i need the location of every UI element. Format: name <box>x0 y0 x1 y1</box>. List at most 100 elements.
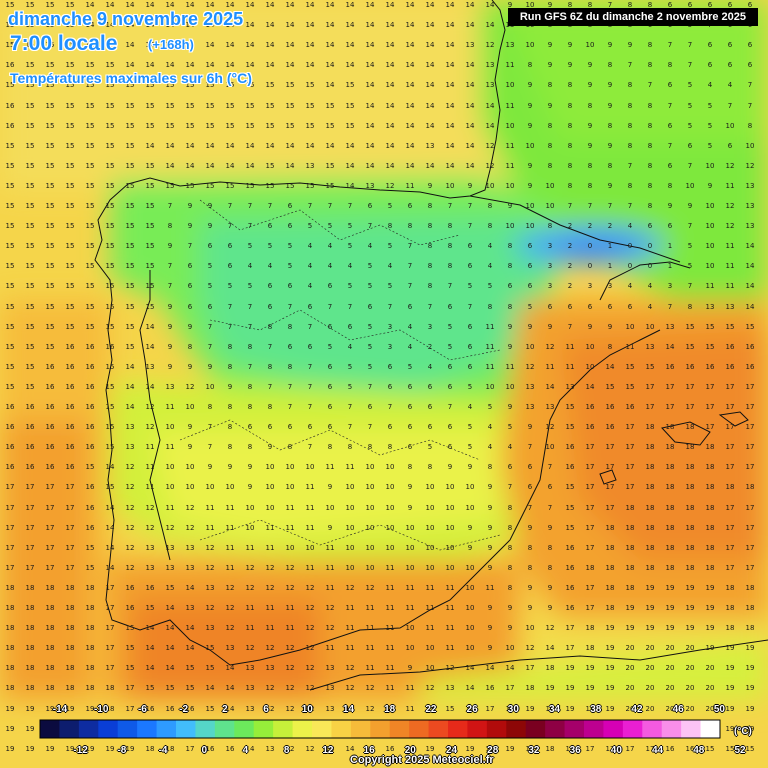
grid-value: 9 <box>167 362 173 371</box>
grid-value: 16 <box>165 704 175 713</box>
grid-value: 15 <box>685 342 695 351</box>
grid-value: 2 <box>587 222 593 231</box>
grid-value: 17 <box>745 403 755 411</box>
grid-value: 8 <box>527 61 533 70</box>
grid-value: 16 <box>5 423 15 432</box>
grid-value: 12 <box>725 222 735 231</box>
grid-value: 4 <box>407 322 413 331</box>
grid-value: 6 <box>327 362 333 371</box>
grid-value: 10 <box>685 181 695 190</box>
grid-value: 19 <box>5 724 15 733</box>
grid-value: 11 <box>345 644 355 653</box>
legend-label-bottom: 8 <box>283 745 290 756</box>
grid-value: 10 <box>485 382 495 391</box>
legend-unit: (°C) <box>734 726 752 737</box>
grid-value: 19 <box>505 704 515 713</box>
grid-value: 16 <box>65 342 75 351</box>
grid-value: 7 <box>287 302 293 311</box>
grid-value: 16 <box>625 403 635 411</box>
grid-value: 15 <box>225 181 235 190</box>
grid-value: 14 <box>245 21 255 30</box>
grid-value: 17 <box>745 463 755 472</box>
grid-value: 4 <box>467 403 473 411</box>
grid-value: 12 <box>225 604 235 612</box>
grid-value: 4 <box>647 302 653 311</box>
grid-value: 8 <box>247 403 253 411</box>
grid-value: 14 <box>145 61 155 70</box>
grid-value: 8 <box>227 362 233 371</box>
grid-value: 15 <box>145 282 155 291</box>
grid-value: 6 <box>747 61 753 70</box>
grid-value: 14 <box>485 21 495 30</box>
grid-value: 19 <box>585 684 595 693</box>
grid-value: 5 <box>687 242 693 251</box>
grid-value: 8 <box>547 141 553 150</box>
grid-value: 20 <box>705 664 715 673</box>
grid-value: 14 <box>145 664 155 673</box>
grid-value: 18 <box>25 684 35 693</box>
grid-value: 7 <box>347 403 353 411</box>
grid-value: 11 <box>165 443 175 452</box>
grid-value: 12 <box>265 583 275 592</box>
grid-value: 7 <box>367 423 373 432</box>
grid-value: 8 <box>567 181 573 190</box>
grid-value: 16 <box>85 443 95 452</box>
grid-value: 7 <box>187 242 193 251</box>
grid-value: 17 <box>105 604 115 612</box>
legend-swatch <box>78 720 99 738</box>
grid-value: 17 <box>745 382 755 391</box>
grid-value: 15 <box>205 644 215 653</box>
grid-value: 7 <box>267 342 273 351</box>
grid-value: 11 <box>225 523 235 532</box>
grid-value: 10 <box>165 483 175 492</box>
grid-value: 0 <box>627 262 633 271</box>
grid-value: 10 <box>525 141 535 150</box>
grid-value: 14 <box>465 664 475 673</box>
grid-value: 8 <box>547 222 553 231</box>
grid-value: 5 <box>367 262 373 271</box>
grid-value: 18 <box>745 624 755 633</box>
grid-value: 13 <box>565 382 575 391</box>
grid-value: 6 <box>727 141 733 150</box>
grid-value: 14 <box>145 342 155 351</box>
grid-value: 13 <box>185 563 195 572</box>
grid-value: 4 <box>707 81 713 90</box>
grid-value: 18 <box>25 604 35 612</box>
grid-value: 17 <box>45 483 55 492</box>
grid-value: 10 <box>185 403 195 411</box>
grid-value: 7 <box>747 101 753 110</box>
grid-value: 19 <box>605 664 615 673</box>
grid-value: 14 <box>205 684 215 693</box>
grid-value: 18 <box>165 744 175 753</box>
grid-value: 9 <box>467 523 473 532</box>
grid-value: 6 <box>707 61 713 70</box>
grid-value: 10 <box>445 181 455 190</box>
grid-value: 14 <box>485 121 495 130</box>
grid-value: 4 <box>247 262 253 271</box>
grid-value: 14 <box>225 21 235 30</box>
grid-value: 6 <box>687 141 693 150</box>
grid-value: 7 <box>447 202 453 210</box>
grid-value: 7 <box>267 202 273 210</box>
grid-value: 15 <box>285 181 295 190</box>
grid-value: 11 <box>385 664 395 673</box>
grid-value: 6 <box>467 242 473 251</box>
grid-value: 5 <box>707 101 713 110</box>
grid-value: 14 <box>445 41 455 50</box>
grid-value: 18 <box>25 624 35 633</box>
legend-label-bottom: 4 <box>242 745 249 756</box>
grid-value: 16 <box>85 423 95 432</box>
grid-value: 13 <box>165 543 175 552</box>
grid-value: 10 <box>425 543 435 552</box>
grid-value: 12 <box>445 664 455 673</box>
grid-value: 12 <box>485 141 495 150</box>
grid-value: 14 <box>465 1 475 9</box>
grid-value: 12 <box>205 563 215 572</box>
grid-value: 15 <box>85 141 95 150</box>
grid-value: 14 <box>365 21 375 30</box>
grid-value: 9 <box>487 523 493 532</box>
grid-value: 7 <box>627 202 633 210</box>
grid-value: 14 <box>165 644 175 653</box>
grid-value: 11 <box>725 262 735 271</box>
grid-value: 11 <box>145 463 155 472</box>
